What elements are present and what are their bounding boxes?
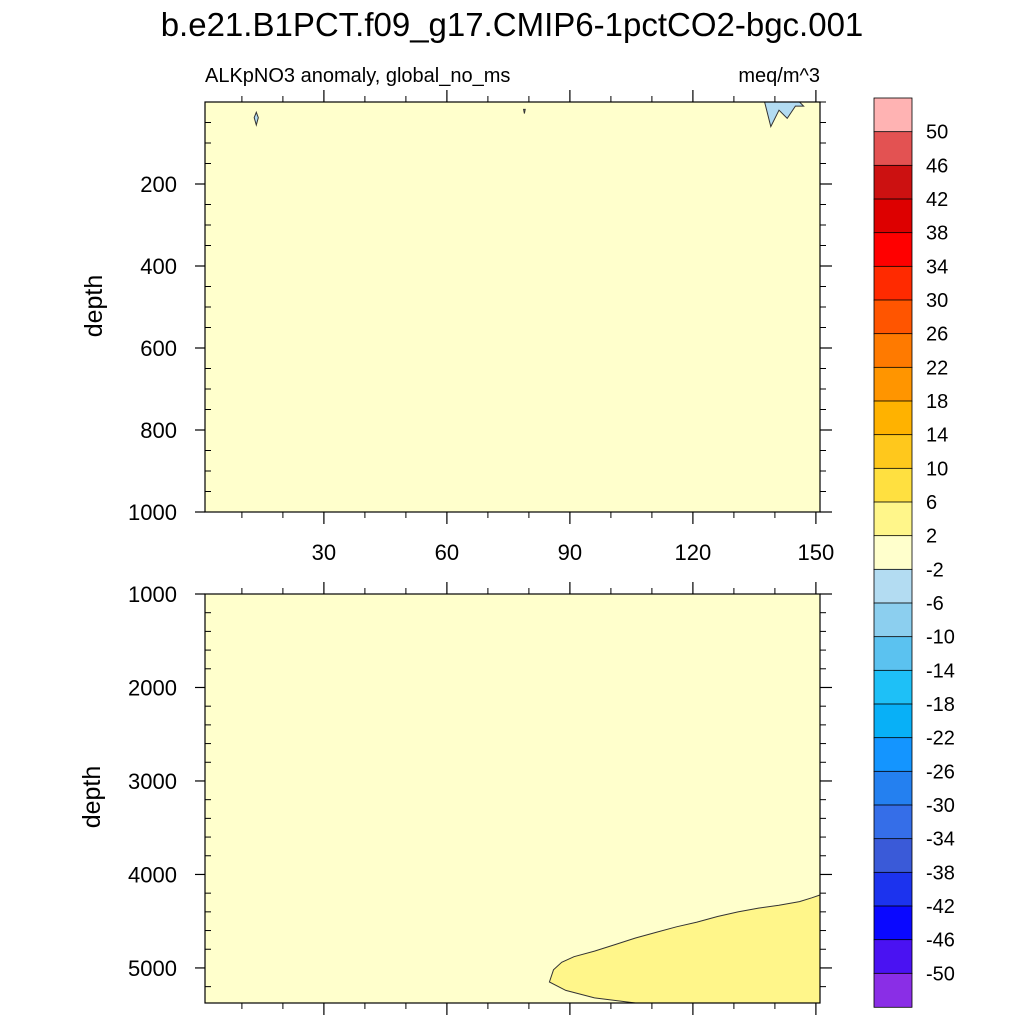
- upper-y-tick-label: 600: [140, 336, 177, 361]
- colorbar-swatch: [873, 97, 913, 133]
- upper-ylabel: depth: [80, 275, 108, 338]
- colorbar-level-label: 14: [926, 425, 948, 447]
- units-label: meq/m^3: [738, 65, 820, 87]
- upper-y-tick-label: 200: [140, 172, 177, 197]
- colorbar-swatch: [873, 131, 913, 167]
- colorbar-level-label: 38: [926, 223, 948, 245]
- colorbar-level-label: 26: [926, 324, 948, 346]
- colorbar-swatch: [873, 602, 913, 638]
- colorbar-level-label: -38: [926, 862, 955, 884]
- upper-depth-panel: 200 400 600 800 1000 30 60 90 120 150 depth: [80, 90, 834, 565]
- x-tick-label: 150: [798, 540, 835, 565]
- colorbar-swatch: [873, 501, 913, 537]
- colorbar-level-label: -2: [926, 559, 944, 581]
- colorbar-level-label: 10: [926, 458, 948, 480]
- lower-y-tick-label: 4000: [128, 862, 177, 887]
- colorbar-swatch: [873, 804, 913, 840]
- colorbar-swatch: [873, 366, 913, 402]
- colorbar: 50 46 42 38 34 30 26 22 18 14 10 6 2 -2 -6 -10 -14 -18 -22…: [873, 97, 955, 1008]
- colorbar-level-label: -22: [926, 728, 955, 750]
- colorbar-level-label: 6: [926, 492, 937, 514]
- x-tick-label: 90: [558, 540, 582, 565]
- upper-y-tick-label: 800: [140, 418, 177, 443]
- colorbar-level-label: -26: [926, 761, 955, 783]
- colorbar-level-label: -10: [926, 627, 955, 649]
- colorbar-level-label: 2: [926, 526, 937, 548]
- lower-ylabel: depth: [78, 766, 106, 829]
- colorbar-swatch: [873, 299, 913, 335]
- colorbar-level-label: -18: [926, 694, 955, 716]
- lower-y-tick-label: 5000: [128, 956, 177, 981]
- lower-y-tick-label: 2000: [128, 675, 177, 700]
- upper-contour-region-3: [522, 108, 526, 114]
- colorbar-swatch: [873, 636, 913, 672]
- colorbar-level-label: 22: [926, 357, 948, 379]
- x-tick-label: 30: [312, 540, 336, 565]
- colorbar-swatch: [873, 972, 913, 1008]
- colorbar-swatch: [873, 333, 913, 369]
- chart-title: b.e21.B1PCT.f09_g17.CMIP6-1pctCO2-bgc.00…: [161, 6, 864, 43]
- colorbar-swatch: [873, 535, 913, 571]
- x-tick-label: 60: [435, 540, 459, 565]
- colorbar-swatch: [873, 669, 913, 705]
- colorbar-swatch: [873, 737, 913, 773]
- colorbar-swatch: [873, 164, 913, 200]
- colorbar-swatch: [873, 400, 913, 436]
- colorbar-swatch: [873, 198, 913, 234]
- colorbar-swatch: [873, 770, 913, 806]
- x-tick-label: 120: [675, 540, 712, 565]
- colorbar-level-label: -46: [926, 930, 955, 952]
- upper-contour-region-1: [763, 101, 805, 129]
- colorbar-swatch: [873, 871, 913, 907]
- lower-depth-panel: 1000 2000 3000 4000 5000 depth: [78, 582, 832, 1015]
- variable-label: ALKpNO3 anomaly, global_no_ms: [205, 65, 510, 87]
- colorbar-level-label: -14: [926, 660, 955, 682]
- colorbar-level-label: -34: [926, 829, 955, 851]
- colorbar-level-label: 34: [926, 256, 948, 278]
- colorbar-swatch: [873, 703, 913, 739]
- colorbar-level-label: -6: [926, 593, 944, 615]
- upper-contour-region-2: [253, 110, 259, 127]
- upper-y-tick-label: 400: [140, 254, 177, 279]
- colorbar-level-label: -42: [926, 896, 955, 918]
- colorbar-swatch: [873, 467, 913, 503]
- colorbar-swatch: [873, 434, 913, 470]
- colorbar-level-label: 18: [926, 391, 948, 413]
- colorbar-level-label: 46: [926, 155, 948, 177]
- colorbar-swatch: [873, 838, 913, 874]
- colorbar-swatch: [873, 905, 913, 941]
- colorbar-level-label: 50: [926, 122, 948, 144]
- colorbar-level-label: 42: [926, 189, 948, 211]
- upper-panel-background: [205, 102, 820, 512]
- lower-y-tick-label: 1000: [128, 582, 177, 607]
- colorbar-level-label: 30: [926, 290, 948, 312]
- lower-y-tick-label: 3000: [128, 769, 177, 794]
- colorbar-swatch: [873, 232, 913, 268]
- upper-y-tick-label: 1000: [128, 500, 177, 525]
- colorbar-swatch: [873, 939, 913, 975]
- colorbar-swatch: [873, 265, 913, 301]
- colorbar-swatch: [873, 568, 913, 604]
- lower-plot-frame: [204, 593, 821, 1004]
- colorbar-level-label: -50: [926, 963, 955, 985]
- colorbar-level-label: -30: [926, 795, 955, 817]
